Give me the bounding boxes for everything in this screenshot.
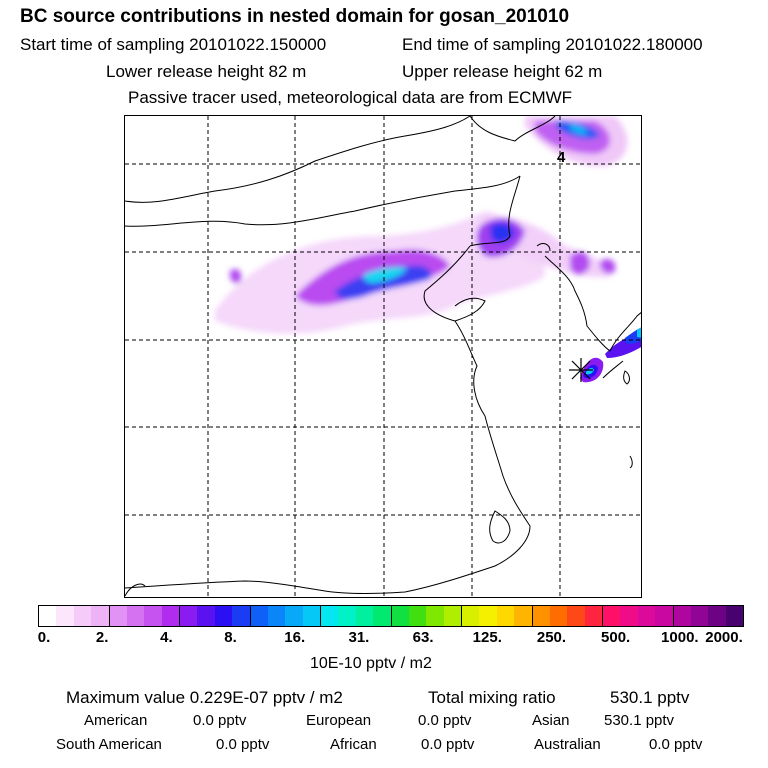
african-value: 0.0 pptv — [421, 736, 475, 753]
receptor-marker-icon — [569, 358, 593, 382]
colorbar-segment — [180, 606, 198, 626]
max-value-label: Maximum value 0.229E-07 pptv / m2 — [66, 688, 343, 707]
receptor-plume — [580, 327, 641, 383]
colorbar-tick-label: 1000. — [661, 629, 699, 646]
end-time-label: End time of sampling 20101022.180000 — [402, 35, 703, 54]
colorbar-segment — [250, 606, 268, 626]
colorbar-segment — [443, 606, 462, 626]
asian-value: 530.1 pptv — [604, 712, 675, 729]
american-label: American — [84, 712, 148, 729]
concentration-field — [215, 116, 628, 334]
colorbar-segment — [462, 606, 480, 626]
colorbar-segment — [338, 606, 356, 626]
south-american-label: South American — [56, 736, 162, 753]
colorbar-segment — [355, 606, 374, 626]
colorbar-segment — [673, 606, 691, 626]
colorbar-tick-label: 16. — [284, 629, 306, 646]
colorbar-segment — [126, 606, 145, 626]
colorbar-segment — [708, 606, 726, 626]
tracer-label: Passive tracer used, meteorological data… — [128, 88, 573, 107]
colorbar-segment — [91, 606, 110, 626]
colorbar — [38, 605, 744, 627]
colorbar-segment — [514, 606, 533, 626]
colorbar-tick-label: 250. — [536, 629, 567, 646]
american-value: 0.0 pptv — [193, 712, 247, 729]
colorbar-segment — [391, 606, 409, 626]
map-panel: 4 — [124, 115, 642, 598]
colorbar-tick-label: 125. — [472, 629, 502, 646]
colorbar-segment — [549, 606, 568, 626]
colorbar-segment — [161, 606, 180, 626]
colorbar-tick-label: 8. — [224, 629, 237, 646]
colorbar-segment — [637, 606, 656, 626]
colorbar-tick-label: 4. — [160, 629, 173, 646]
colorbar-segment — [232, 606, 251, 626]
colorbar-segment — [109, 606, 127, 626]
european-value: 0.0 pptv — [418, 712, 472, 729]
colorbar-segment — [426, 606, 444, 626]
colorbar-segment — [479, 606, 497, 626]
colorbar-segment — [56, 606, 74, 626]
colorbar-segment — [725, 606, 743, 626]
colorbar-segment — [603, 606, 621, 626]
colorbar-tick-label: 500. — [601, 629, 631, 646]
coastlines — [125, 116, 641, 597]
colorbar-segment — [267, 606, 286, 626]
european-label: European — [306, 712, 372, 729]
australian-label: Australian — [534, 736, 601, 753]
colorbar-tick-label: 63. — [412, 629, 434, 646]
colorbar-segment — [302, 606, 321, 626]
colorbar-segment — [655, 606, 674, 626]
colorbar-segment — [408, 606, 427, 626]
colorbar-tick-label: 0. — [37, 629, 51, 646]
colorbar-segment — [285, 606, 303, 626]
colorbar-unit: 10E-10 pptv / m2 — [310, 655, 432, 672]
colorbar-segment — [532, 606, 550, 626]
colorbar-tick-label: 2. — [95, 629, 109, 646]
asian-label: Asian — [532, 712, 570, 729]
colorbar-segment — [214, 606, 233, 626]
total-mixing-value: 530.1 pptv — [610, 688, 690, 707]
colorbar-segment — [197, 606, 215, 626]
colorbar-segment — [620, 606, 638, 626]
african-label: African — [330, 736, 377, 753]
colorbar-tick-label: 2000. — [705, 629, 743, 646]
lower-release-label: Lower release height 82 m — [106, 62, 307, 81]
south-american-value: 0.0 pptv — [216, 736, 270, 753]
colorbar-tick-label: 31. — [348, 629, 370, 646]
colorbar-segment — [496, 606, 515, 626]
colorbar-segment — [39, 606, 57, 626]
colorbar-segment — [584, 606, 603, 626]
start-time-label: Start time of sampling 20101022.150000 — [20, 35, 327, 54]
map-canvas: 4 — [125, 116, 641, 597]
colorbar-segment — [144, 606, 162, 626]
upper-release-label: Upper release height 62 m — [402, 62, 603, 81]
colorbar-segment — [690, 606, 709, 626]
colorbar-segment — [567, 606, 585, 626]
australian-value: 0.0 pptv — [649, 736, 703, 753]
total-mixing-label: Total mixing ratio — [428, 688, 556, 707]
plot-title: BC source contributions in nested domain… — [20, 6, 570, 27]
grid-annotation: 4 — [557, 149, 566, 166]
colorbar-segment — [373, 606, 392, 626]
colorbar-segment — [321, 606, 339, 626]
colorbar-segment — [73, 606, 92, 626]
lat-lon-grid — [125, 116, 641, 597]
